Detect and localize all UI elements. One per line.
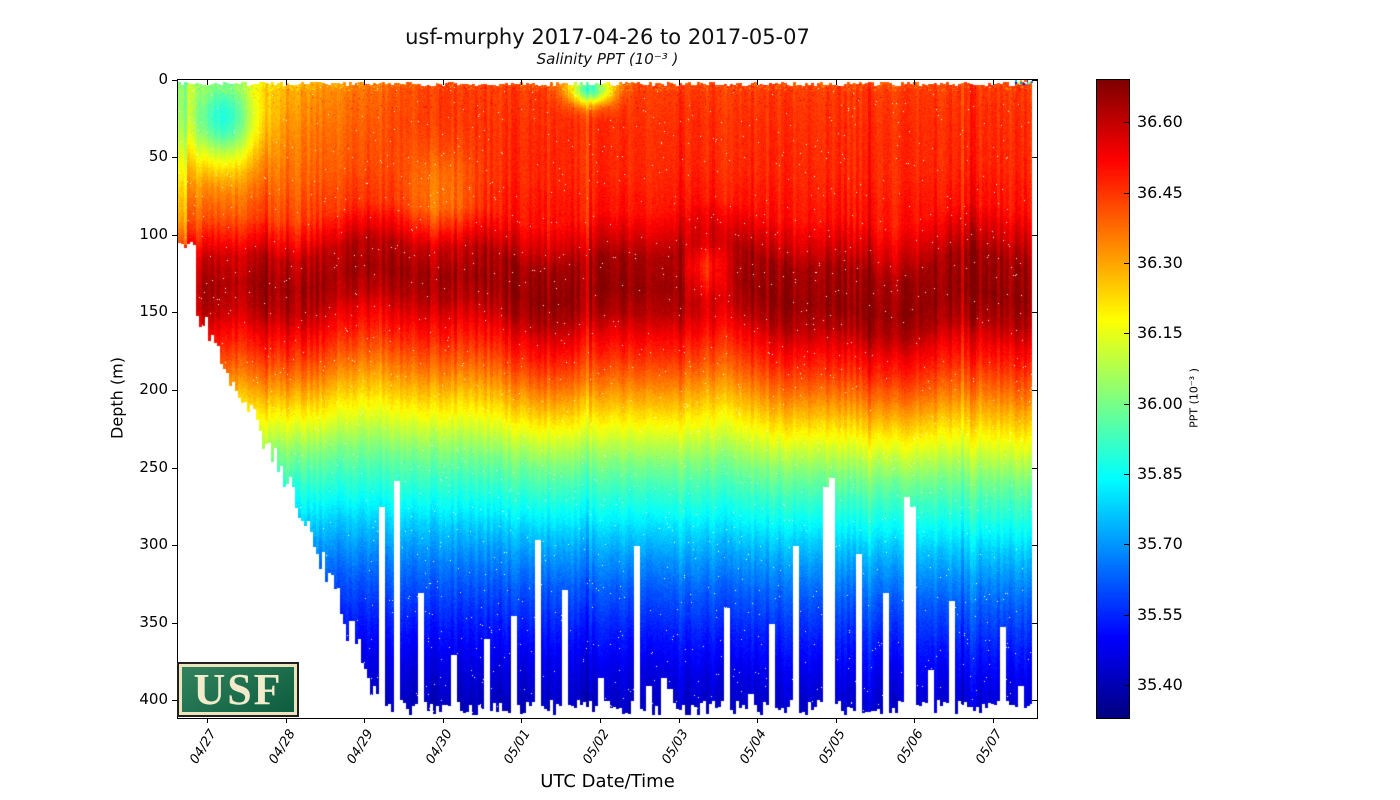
x-tick-label: 05/01 <box>501 727 534 767</box>
colorbar-tick-label: 35.85 <box>1137 464 1183 483</box>
colorbar-tick-label: 36.45 <box>1137 183 1183 202</box>
y-tick-inner <box>1032 700 1037 701</box>
salinity-heatmap-canvas <box>178 80 1037 718</box>
x-tick-label: 05/05 <box>816 727 849 767</box>
y-tick <box>172 545 177 546</box>
y-tick-label: 0 <box>158 70 168 88</box>
x-tick-inner <box>364 80 365 85</box>
y-tick-label: 400 <box>139 690 168 708</box>
x-tick <box>600 718 601 723</box>
plot-area <box>177 79 1038 719</box>
y-tick-inner <box>1032 157 1037 158</box>
colorbar-tick <box>1124 263 1129 264</box>
x-tick-inner <box>286 80 287 85</box>
x-tick-inner <box>993 80 994 85</box>
colorbar-tick <box>1124 474 1129 475</box>
usf-logo-text: USF <box>193 664 283 714</box>
colorbar-tick <box>1124 404 1129 405</box>
y-tick-inner <box>1032 80 1037 81</box>
colorbar-tick-label: 36.30 <box>1137 253 1183 272</box>
x-tick-label: 05/03 <box>659 727 692 767</box>
x-tick <box>679 718 680 723</box>
y-tick-label: 150 <box>139 302 168 320</box>
x-tick <box>914 718 915 723</box>
colorbar-tick-label: 35.40 <box>1137 675 1183 694</box>
x-tick <box>521 718 522 723</box>
y-tick-inner <box>1032 390 1037 391</box>
x-tick-label: 04/27 <box>187 727 220 767</box>
colorbar-tick <box>1124 193 1129 194</box>
y-tick <box>172 157 177 158</box>
x-tick-label: 05/07 <box>973 727 1006 767</box>
y-tick-label: 250 <box>139 458 168 476</box>
x-tick-inner <box>836 80 837 85</box>
colorbar <box>1096 79 1130 719</box>
x-tick <box>286 718 287 723</box>
x-tick <box>836 718 837 723</box>
y-tick-inner <box>1032 235 1037 236</box>
x-tick-inner <box>914 80 915 85</box>
y-tick <box>172 235 177 236</box>
x-tick <box>993 718 994 723</box>
y-tick-label: 200 <box>139 380 168 398</box>
y-tick-label: 100 <box>139 225 168 243</box>
x-tick-label: 05/06 <box>894 727 927 767</box>
colorbar-tick <box>1124 333 1129 334</box>
x-tick-label: 05/02 <box>580 727 613 767</box>
x-tick <box>207 718 208 723</box>
colorbar-tick <box>1124 544 1129 545</box>
y-tick <box>172 700 177 701</box>
chart-subtitle: Salinity PPT (10⁻³ ) <box>536 50 679 68</box>
x-tick-inner <box>443 80 444 85</box>
y-tick <box>172 80 177 81</box>
x-tick <box>443 718 444 723</box>
colorbar-tick-label: 36.00 <box>1137 394 1183 413</box>
colorbar-tick <box>1124 685 1129 686</box>
x-tick <box>757 718 758 723</box>
x-tick-inner <box>521 80 522 85</box>
x-tick-label: 05/04 <box>737 727 770 767</box>
x-tick-label: 04/28 <box>266 727 299 767</box>
chart-title: usf-murphy 2017-04-26 to 2017-05-07 <box>405 25 810 49</box>
colorbar-tick <box>1124 615 1129 616</box>
y-axis-label: Depth (m) <box>107 357 127 439</box>
usf-logo: USF <box>177 662 299 717</box>
y-tick <box>172 312 177 313</box>
y-tick <box>172 468 177 469</box>
y-tick <box>172 623 177 624</box>
colorbar-tick-label: 35.55 <box>1137 605 1183 624</box>
colorbar-tick <box>1124 122 1129 123</box>
x-tick-inner <box>679 80 680 85</box>
x-tick-inner <box>600 80 601 85</box>
x-axis-label: UTC Date/Time <box>540 771 675 792</box>
y-tick <box>172 390 177 391</box>
x-tick <box>364 718 365 723</box>
y-tick-label: 350 <box>139 613 168 631</box>
colorbar-tick-label: 36.60 <box>1137 112 1183 131</box>
x-tick-label: 04/30 <box>423 727 456 767</box>
y-tick-inner <box>1032 623 1037 624</box>
colorbar-tick-label: 36.15 <box>1137 323 1183 342</box>
x-tick-inner <box>207 80 208 85</box>
y-tick-inner <box>1032 312 1037 313</box>
x-tick-label: 04/29 <box>344 727 377 767</box>
y-tick-inner <box>1032 468 1037 469</box>
x-tick-inner <box>757 80 758 85</box>
y-tick-label: 50 <box>148 147 168 165</box>
y-tick-label: 300 <box>139 535 168 553</box>
colorbar-canvas <box>1097 80 1129 718</box>
colorbar-tick-label: 35.70 <box>1137 534 1183 553</box>
y-tick-inner <box>1032 545 1037 546</box>
